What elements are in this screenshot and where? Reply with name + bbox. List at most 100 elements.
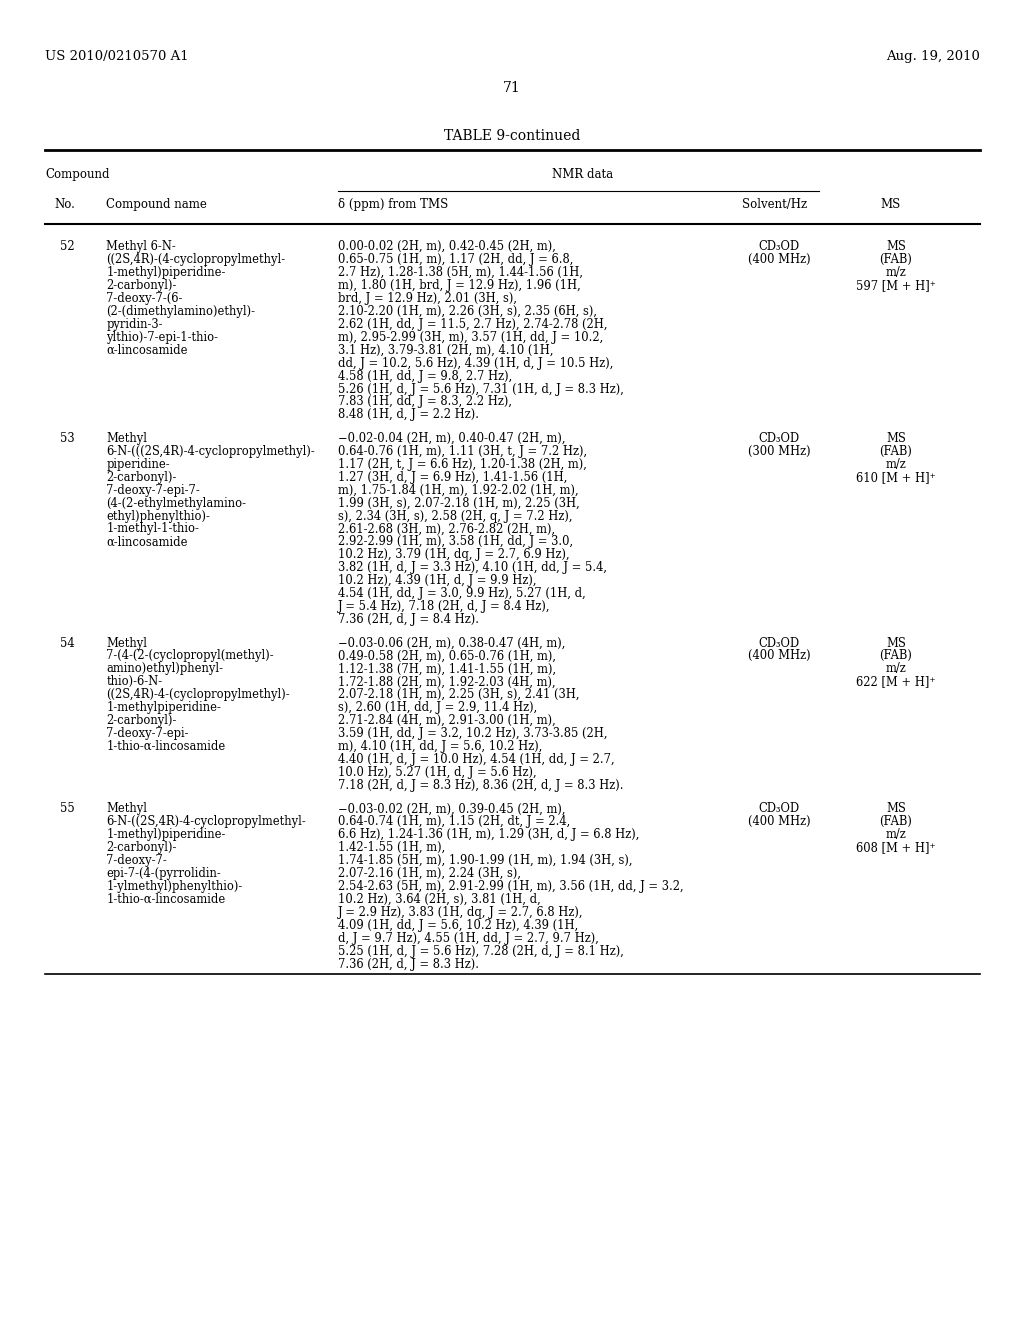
- Text: 5.25 (1H, d, J = 5.6 Hz), 7.28 (2H, d, J = 8.1 Hz),: 5.25 (1H, d, J = 5.6 Hz), 7.28 (2H, d, J…: [338, 945, 624, 957]
- Text: US 2010/0210570 A1: US 2010/0210570 A1: [45, 50, 188, 63]
- Text: CD₃OD: CD₃OD: [759, 432, 800, 445]
- Text: ylthio)-7-epi-1-thio-: ylthio)-7-epi-1-thio-: [106, 331, 218, 343]
- Text: 2.10-2.20 (1H, m), 2.26 (3H, s), 2.35 (6H, s),: 2.10-2.20 (1H, m), 2.26 (3H, s), 2.35 (6…: [338, 305, 597, 318]
- Text: 1.27 (3H, d, J = 6.9 Hz), 1.41-1.56 (1H,: 1.27 (3H, d, J = 6.9 Hz), 1.41-1.56 (1H,: [338, 471, 567, 483]
- Text: 1-methyl)piperidine-: 1-methyl)piperidine-: [106, 828, 226, 841]
- Text: 1-methyl-1-thio-: 1-methyl-1-thio-: [106, 523, 200, 536]
- Text: ((2S,4R)-4-(cyclopropylmethyl)-: ((2S,4R)-4-(cyclopropylmethyl)-: [106, 688, 290, 701]
- Text: s), 2.34 (3H, s), 2.58 (2H, q, J = 7.2 Hz),: s), 2.34 (3H, s), 2.58 (2H, q, J = 7.2 H…: [338, 510, 572, 523]
- Text: 8.48 (1H, d, J = 2.2 Hz).: 8.48 (1H, d, J = 2.2 Hz).: [338, 408, 479, 421]
- Text: piperidine-: piperidine-: [106, 458, 170, 471]
- Text: 2-carbonyl)-: 2-carbonyl)-: [106, 471, 177, 483]
- Text: 0.00-0.02 (2H, m), 0.42-0.45 (2H, m),: 0.00-0.02 (2H, m), 0.42-0.45 (2H, m),: [338, 240, 556, 253]
- Text: 1-thio-α-lincosamide: 1-thio-α-lincosamide: [106, 741, 225, 752]
- Text: m/z: m/z: [886, 663, 906, 676]
- Text: 3.59 (1H, dd, J = 3.2, 10.2 Hz), 3.73-3.85 (2H,: 3.59 (1H, dd, J = 3.2, 10.2 Hz), 3.73-3.…: [338, 727, 607, 741]
- Text: 2-carbonyl)-: 2-carbonyl)-: [106, 841, 177, 854]
- Text: pyridin-3-: pyridin-3-: [106, 318, 163, 331]
- Text: 7-(4-(2-(cyclopropyl(methyl)-: 7-(4-(2-(cyclopropyl(methyl)-: [106, 649, 274, 663]
- Text: 1-methylpiperidine-: 1-methylpiperidine-: [106, 701, 221, 714]
- Text: (2-(dimethylamino)ethyl)-: (2-(dimethylamino)ethyl)-: [106, 305, 256, 318]
- Text: 6-N-((2S,4R)-4-cyclopropylmethyl-: 6-N-((2S,4R)-4-cyclopropylmethyl-: [106, 816, 306, 828]
- Text: (400 MHz): (400 MHz): [748, 253, 811, 267]
- Text: 1-methyl)piperidine-: 1-methyl)piperidine-: [106, 267, 226, 279]
- Text: CD₃OD: CD₃OD: [759, 803, 800, 816]
- Text: 1.72-1.88 (2H, m), 1.92-2.03 (4H, m),: 1.72-1.88 (2H, m), 1.92-2.03 (4H, m),: [338, 676, 556, 688]
- Text: Compound name: Compound name: [106, 198, 208, 211]
- Text: m), 1.75-1.84 (1H, m), 1.92-2.02 (1H, m),: m), 1.75-1.84 (1H, m), 1.92-2.02 (1H, m)…: [338, 483, 579, 496]
- Text: α-lincosamide: α-lincosamide: [106, 536, 188, 548]
- Text: dd, J = 10.2, 5.6 Hz), 4.39 (1H, d, J = 10.5 Hz),: dd, J = 10.2, 5.6 Hz), 4.39 (1H, d, J = …: [338, 356, 613, 370]
- Text: 52: 52: [60, 240, 75, 253]
- Text: Methyl: Methyl: [106, 636, 147, 649]
- Text: 4.58 (1H, dd, J = 9.8, 2.7 Hz),: 4.58 (1H, dd, J = 9.8, 2.7 Hz),: [338, 370, 512, 383]
- Text: 2.62 (1H, dd, J = 11.5, 2.7 Hz), 2.74-2.78 (2H,: 2.62 (1H, dd, J = 11.5, 2.7 Hz), 2.74-2.…: [338, 318, 607, 331]
- Text: thio)-6-N-: thio)-6-N-: [106, 676, 163, 688]
- Text: 1.74-1.85 (5H, m), 1.90-1.99 (1H, m), 1.94 (3H, s),: 1.74-1.85 (5H, m), 1.90-1.99 (1H, m), 1.…: [338, 854, 633, 867]
- Text: m), 1.80 (1H, brd, J = 12.9 Hz), 1.96 (1H,: m), 1.80 (1H, brd, J = 12.9 Hz), 1.96 (1…: [338, 279, 581, 292]
- Text: 4.09 (1H, dd, J = 5.6, 10.2 Hz), 4.39 (1H,: 4.09 (1H, dd, J = 5.6, 10.2 Hz), 4.39 (1…: [338, 919, 579, 932]
- Text: brd, J = 12.9 Hz), 2.01 (3H, s),: brd, J = 12.9 Hz), 2.01 (3H, s),: [338, 292, 517, 305]
- Text: 2.71-2.84 (4H, m), 2.91-3.00 (1H, m),: 2.71-2.84 (4H, m), 2.91-3.00 (1H, m),: [338, 714, 556, 727]
- Text: (400 MHz): (400 MHz): [748, 816, 811, 828]
- Text: 7-deoxy-7-epi-: 7-deoxy-7-epi-: [106, 727, 189, 741]
- Text: 2.7 Hz), 1.28-1.38 (5H, m), 1.44-1.56 (1H,: 2.7 Hz), 1.28-1.38 (5H, m), 1.44-1.56 (1…: [338, 267, 583, 279]
- Text: α-lincosamide: α-lincosamide: [106, 343, 188, 356]
- Text: 1-thio-α-lincosamide: 1-thio-α-lincosamide: [106, 892, 225, 906]
- Text: 4.40 (1H, d, J = 10.0 Hz), 4.54 (1H, dd, J = 2.7,: 4.40 (1H, d, J = 10.0 Hz), 4.54 (1H, dd,…: [338, 752, 614, 766]
- Text: NMR data: NMR data: [552, 168, 613, 181]
- Text: 55: 55: [60, 803, 75, 816]
- Text: MS: MS: [886, 432, 906, 445]
- Text: 0.64-0.74 (1H, m), 1.15 (2H, dt, J = 2.4,: 0.64-0.74 (1H, m), 1.15 (2H, dt, J = 2.4…: [338, 816, 570, 828]
- Text: CD₃OD: CD₃OD: [759, 636, 800, 649]
- Text: MS: MS: [886, 240, 906, 253]
- Text: 610 [M + H]⁺: 610 [M + H]⁺: [856, 471, 936, 483]
- Text: 1.12-1.38 (7H, m), 1.41-1.55 (1H, m),: 1.12-1.38 (7H, m), 1.41-1.55 (1H, m),: [338, 663, 556, 676]
- Text: 0.49-0.58 (2H, m), 0.65-0.76 (1H, m),: 0.49-0.58 (2H, m), 0.65-0.76 (1H, m),: [338, 649, 556, 663]
- Text: 6.6 Hz), 1.24-1.36 (1H, m), 1.29 (3H, d, J = 6.8 Hz),: 6.6 Hz), 1.24-1.36 (1H, m), 1.29 (3H, d,…: [338, 828, 639, 841]
- Text: 0.65-0.75 (1H, m), 1.17 (2H, dd, J = 6.8,: 0.65-0.75 (1H, m), 1.17 (2H, dd, J = 6.8…: [338, 253, 573, 267]
- Text: 4.54 (1H, dd, J = 3.0, 9.9 Hz), 5.27 (1H, d,: 4.54 (1H, dd, J = 3.0, 9.9 Hz), 5.27 (1H…: [338, 587, 586, 601]
- Text: Aug. 19, 2010: Aug. 19, 2010: [886, 50, 980, 63]
- Text: δ (ppm) from TMS: δ (ppm) from TMS: [338, 198, 449, 211]
- Text: MS: MS: [886, 636, 906, 649]
- Text: 7.36 (2H, d, J = 8.3 Hz).: 7.36 (2H, d, J = 8.3 Hz).: [338, 957, 479, 970]
- Text: s), 2.60 (1H, dd, J = 2.9, 11.4 Hz),: s), 2.60 (1H, dd, J = 2.9, 11.4 Hz),: [338, 701, 538, 714]
- Text: 53: 53: [60, 432, 75, 445]
- Text: (FAB): (FAB): [880, 649, 912, 663]
- Text: 3.82 (1H, d, J = 3.3 Hz), 4.10 (1H, dd, J = 5.4,: 3.82 (1H, d, J = 3.3 Hz), 4.10 (1H, dd, …: [338, 561, 607, 574]
- Text: 10.2 Hz), 4.39 (1H, d, J = 9.9 Hz),: 10.2 Hz), 4.39 (1H, d, J = 9.9 Hz),: [338, 574, 537, 587]
- Text: J = 5.4 Hz), 7.18 (2H, d, J = 8.4 Hz),: J = 5.4 Hz), 7.18 (2H, d, J = 8.4 Hz),: [338, 601, 551, 612]
- Text: TABLE 9-continued: TABLE 9-continued: [443, 129, 581, 144]
- Text: MS: MS: [886, 803, 906, 816]
- Text: 10.2 Hz), 3.64 (2H, s), 3.81 (1H, d,: 10.2 Hz), 3.64 (2H, s), 3.81 (1H, d,: [338, 892, 541, 906]
- Text: J = 2.9 Hz), 3.83 (1H, dq, J = 2.7, 6.8 Hz),: J = 2.9 Hz), 3.83 (1H, dq, J = 2.7, 6.8 …: [338, 906, 584, 919]
- Text: m/z: m/z: [886, 267, 906, 279]
- Text: (4-(2-ethylmethylamino-: (4-(2-ethylmethylamino-: [106, 496, 247, 510]
- Text: (400 MHz): (400 MHz): [748, 649, 811, 663]
- Text: 7-deoxy-7-: 7-deoxy-7-: [106, 854, 167, 867]
- Text: No.: No.: [54, 198, 75, 211]
- Text: (FAB): (FAB): [880, 253, 912, 267]
- Text: 7-deoxy-7-(6-: 7-deoxy-7-(6-: [106, 292, 183, 305]
- Text: 7.83 (1H, dd, J = 8.3, 2.2 Hz),: 7.83 (1H, dd, J = 8.3, 2.2 Hz),: [338, 396, 512, 408]
- Text: 3.1 Hz), 3.79-3.81 (2H, m), 4.10 (1H,: 3.1 Hz), 3.79-3.81 (2H, m), 4.10 (1H,: [338, 343, 553, 356]
- Text: 622 [M + H]⁺: 622 [M + H]⁺: [856, 676, 936, 688]
- Text: amino)ethyl)phenyl-: amino)ethyl)phenyl-: [106, 663, 223, 676]
- Text: Methyl: Methyl: [106, 803, 147, 816]
- Text: 2.54-2.63 (5H, m), 2.91-2.99 (1H, m), 3.56 (1H, dd, J = 3.2,: 2.54-2.63 (5H, m), 2.91-2.99 (1H, m), 3.…: [338, 880, 684, 892]
- Text: 1-ylmethyl)phenylthio)-: 1-ylmethyl)phenylthio)-: [106, 880, 243, 892]
- Text: epi-7-(4-(pyrrolidin-: epi-7-(4-(pyrrolidin-: [106, 867, 221, 880]
- Text: 5.26 (1H, d, J = 5.6 Hz), 7.31 (1H, d, J = 8.3 Hz),: 5.26 (1H, d, J = 5.6 Hz), 7.31 (1H, d, J…: [338, 383, 624, 396]
- Text: 71: 71: [503, 81, 521, 95]
- Text: 7.36 (2H, d, J = 8.4 Hz).: 7.36 (2H, d, J = 8.4 Hz).: [338, 612, 479, 626]
- Text: 54: 54: [60, 636, 75, 649]
- Text: Compound: Compound: [45, 168, 110, 181]
- Text: ((2S,4R)-(4-cyclopropylmethyl-: ((2S,4R)-(4-cyclopropylmethyl-: [106, 253, 286, 267]
- Text: 608 [M + H]⁺: 608 [M + H]⁺: [856, 841, 936, 854]
- Text: d, J = 9.7 Hz), 4.55 (1H, dd, J = 2.7, 9.7 Hz),: d, J = 9.7 Hz), 4.55 (1H, dd, J = 2.7, 9…: [338, 932, 599, 945]
- Text: m/z: m/z: [886, 458, 906, 471]
- Text: 7.18 (2H, d, J = 8.3 Hz), 8.36 (2H, d, J = 8.3 Hz).: 7.18 (2H, d, J = 8.3 Hz), 8.36 (2H, d, J…: [338, 779, 624, 792]
- Text: 10.2 Hz), 3.79 (1H, dq, J = 2.7, 6.9 Hz),: 10.2 Hz), 3.79 (1H, dq, J = 2.7, 6.9 Hz)…: [338, 548, 569, 561]
- Text: 2.07-2.16 (1H, m), 2.24 (3H, s),: 2.07-2.16 (1H, m), 2.24 (3H, s),: [338, 867, 521, 880]
